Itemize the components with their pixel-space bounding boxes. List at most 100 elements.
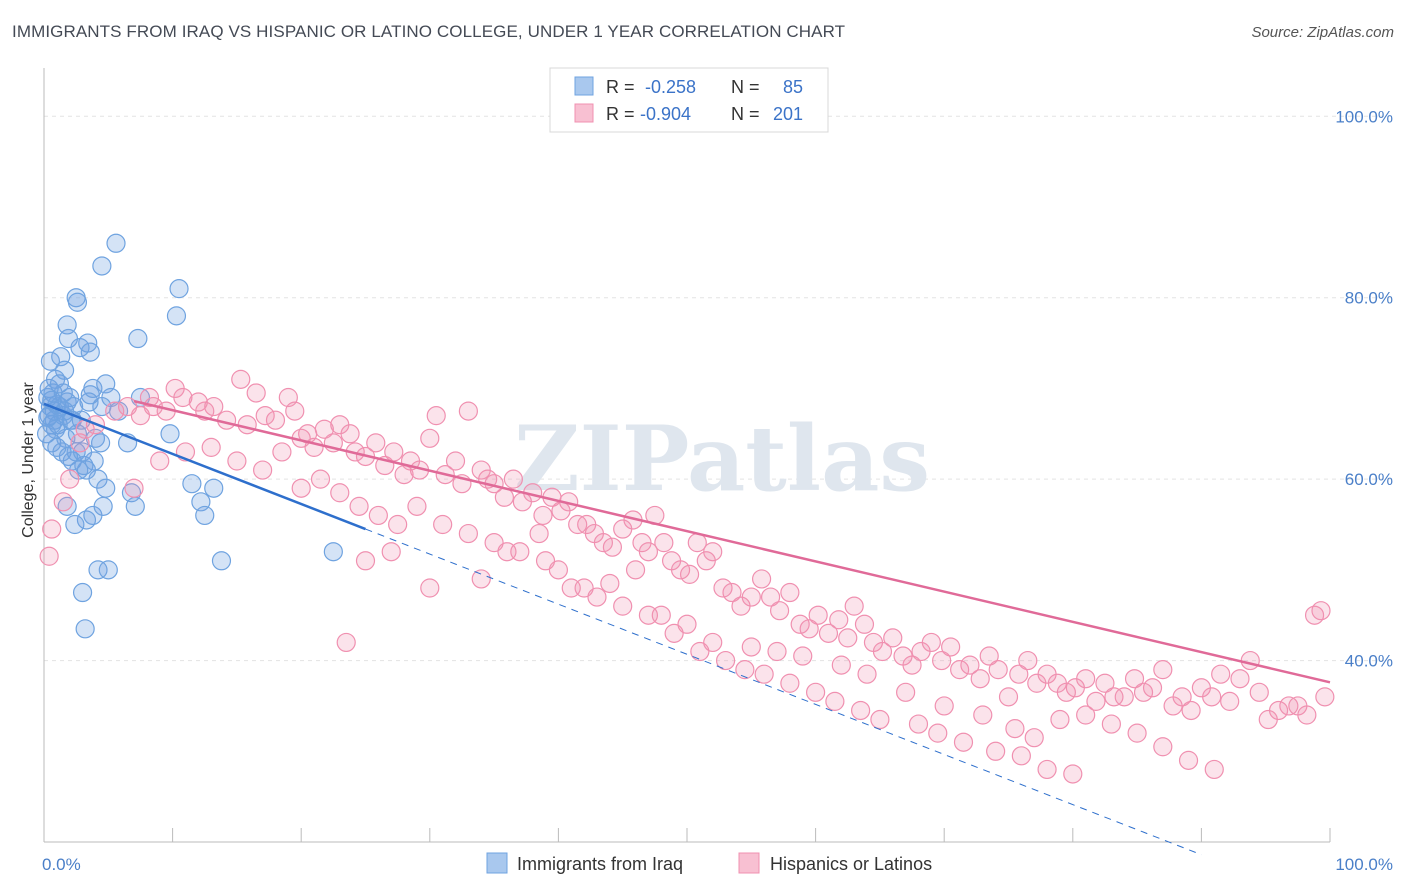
hispanic-point-97 [921,632,941,653]
hispanic-point-204 [908,714,929,734]
hispanic-point-196 [715,650,736,671]
hispanic-point-178 [310,469,331,489]
hispanic-point-171 [150,451,170,471]
iraq-point-55 [67,292,88,312]
hispanic-point-140 [336,632,356,653]
x-tick-label-0: 0.0% [42,855,81,874]
y-tick-label-2: 60.0% [1345,470,1393,489]
hispanic-point-192 [613,596,633,616]
legend-r-label-hispanic: R = [606,104,635,124]
iraq-point-84 [80,385,100,405]
bottom-legend-swatch-hispanic [738,852,760,874]
iraq-point-52 [169,279,189,299]
hispanic-point-155 [793,646,813,666]
hispanic-point-66 [638,542,659,562]
iraq-point-26 [79,392,99,412]
hispanic-point-194 [664,623,684,643]
hispanic-point-170 [124,478,144,498]
hispanic-point-54 [533,505,553,526]
hispanic-point-19 [231,369,251,389]
hispanic-point-202 [851,700,871,721]
y-axis-label: College, Under 1 year [20,382,37,538]
hispanic-point-193 [638,605,659,625]
hispanic-point-159 [934,696,954,716]
series-hispanic-points [39,369,1335,784]
hispanic-point-203 [870,709,890,730]
hispanic-point-200 [805,682,826,702]
y-tick-label-1: 80.0% [1345,289,1393,308]
hispanic-point-119 [1133,682,1154,702]
iraq-point-78 [38,407,58,428]
hispanic-point-37 [384,442,404,462]
x-tick-label-1: 100.0% [1335,855,1393,874]
hispanic-point-74 [703,542,723,562]
hispanic-point-86 [818,623,839,643]
hispanic-point-98 [932,650,952,671]
hispanic-point-164 [1076,705,1096,725]
hispanic-point-20 [237,415,257,435]
hispanic-point-114 [1086,691,1106,711]
hispanic-point-141 [355,551,376,571]
hispanic-point-3 [60,469,80,489]
hispanic-point-76 [722,582,742,603]
iraq-point-75 [49,374,70,394]
hispanic-point-32 [340,424,360,444]
hispanic-point-61 [593,533,614,553]
hispanic-point-80 [760,587,781,607]
iraq-point-24 [80,342,100,362]
legend-n-label-iraq: N = [731,77,760,97]
hispanic-point-166 [1127,723,1147,743]
hispanic-point-148 [600,573,620,594]
hispanic-point-29 [314,419,334,439]
hispanic-point-104 [988,660,1008,680]
hispanic-point-165 [1101,714,1121,734]
hispanic-point-25 [285,401,305,421]
iraq-point-50 [106,233,126,253]
legend-r-value-hispanic: -0.904 [640,104,691,124]
hispanic-point-127 [1211,664,1231,684]
hispanic-point-161 [1005,719,1025,739]
hispanic-point-99 [941,637,961,657]
hispanic-point-143 [420,578,440,598]
hispanic-point-177 [291,478,311,498]
hispanic-point-105 [998,687,1019,707]
hispanic-point-1 [39,546,59,566]
hispanic-point-68 [654,533,674,553]
iraq-point-64 [204,478,224,498]
hispanic-point-175 [253,460,273,480]
hispanic-point-46 [458,401,478,421]
hispanic-point-14 [173,387,193,408]
legend-r-label-iraq: R = [606,77,635,97]
hispanic-point-41 [420,428,440,448]
hispanic-point-130 [1240,650,1260,671]
legend-swatch-hispanic [574,103,594,123]
iraq-point-68 [125,496,145,516]
hispanic-point-138 [1311,601,1331,621]
hispanic-point-133 [1268,700,1289,721]
hispanic-point-128 [1220,691,1240,711]
legend-n-label-hispanic: N = [731,104,760,124]
y-tick-label-3: 40.0% [1345,652,1393,671]
iraq-point-74 [76,460,97,480]
hispanic-point-201 [825,691,845,711]
hispanic-point-44 [445,451,466,471]
hispanic-point-156 [831,655,851,675]
hispanic-point-131 [1249,682,1269,702]
hispanic-point-181 [368,505,388,526]
hispanic-point-183 [407,496,427,516]
hispanic-point-168 [1178,750,1199,770]
watermark: ZIPatlas [514,406,930,512]
iraq-trend-extension [365,528,1202,856]
hispanic-point-123 [1172,687,1192,707]
hispanic-point-103 [979,646,999,666]
hispanic-point-186 [484,533,504,553]
legend-n-value-iraq: 85 [783,77,803,97]
bottom-legend-label-iraq: Immigrants from Iraq [517,854,683,874]
hispanic-point-17 [204,396,224,417]
bottom-legend-swatch-iraq [486,852,508,874]
iraq-point-54 [128,328,148,349]
hispanic-point-88 [838,628,858,648]
hispanic-point-115 [1095,673,1115,693]
hispanic-point-75 [713,578,733,598]
